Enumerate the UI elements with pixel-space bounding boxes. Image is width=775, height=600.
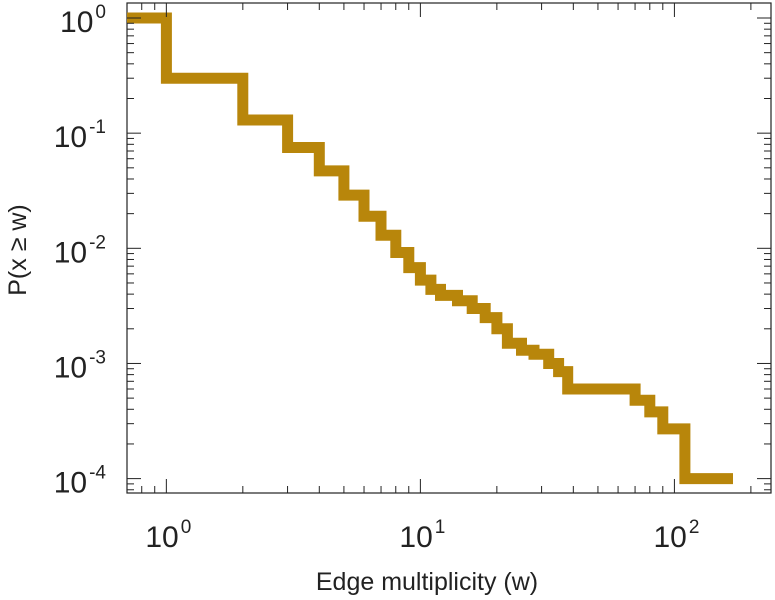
x-tick-exponent: 2 [689,517,700,538]
x-axis-title: Edge multiplicity (w) [316,568,538,596]
y-tick-base: 10 [54,236,87,269]
x-tick-label: 10 0 [145,517,191,554]
plot-area [126,2,772,494]
y-tick-base: 10 [54,121,87,154]
y-tick-label: 10 -1 [54,117,106,154]
y-tick-label: 10 -4 [54,463,107,500]
y-tick-exponent: -1 [89,117,106,138]
y-tick-exponent: -3 [89,347,106,368]
x-tick-base: 10 [653,521,686,554]
x-tick-exponent: 0 [181,517,192,538]
x-tick-base: 10 [145,521,178,554]
y-tick-base: 10 [54,467,87,500]
x-axis: 10 0 10 1 10 2 [126,3,752,554]
x-tick-base: 10 [399,521,432,554]
x-tick-exponent: 1 [435,517,446,538]
y-axis-title: P(x ≥ w) [4,204,32,296]
y-tick-exponent: -2 [89,232,106,253]
y-tick-exponent: -4 [89,463,106,484]
series-line [127,12,733,485]
x-tick-label: 10 2 [653,517,699,554]
y-tick-base: 10 [54,351,87,384]
y-tick-label: 10 0 [60,2,106,39]
y-tick-label: 10 -3 [54,347,106,384]
y-tick-label: 10 -2 [54,232,106,269]
x-tick-label: 10 1 [399,517,445,554]
y-tick-base: 10 [60,6,93,39]
y-tick-exponent: 0 [95,2,106,23]
